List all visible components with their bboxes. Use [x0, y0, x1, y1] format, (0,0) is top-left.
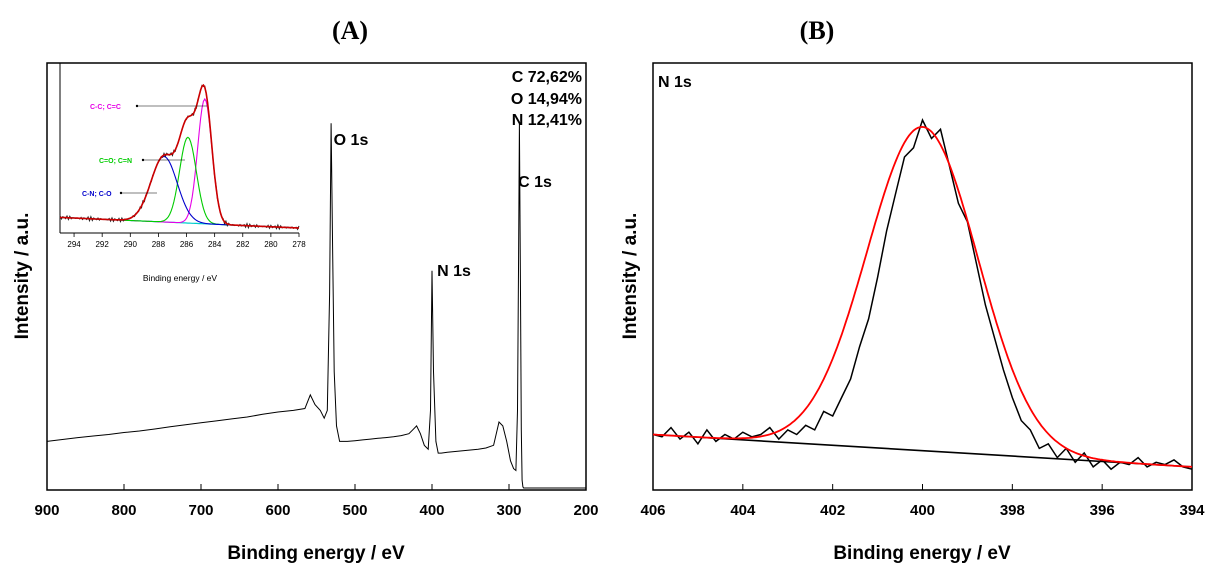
- panel-a-title: (A): [332, 16, 368, 45]
- panel-a-tick-label: 300: [496, 502, 521, 519]
- n1s-baseline: [652, 433, 1193, 468]
- inset-tick-label: 286: [180, 240, 194, 249]
- panel-b-tick-label: 404: [730, 502, 756, 519]
- component-label-co: C=O; C=N: [99, 158, 132, 165]
- panel-b-tick-label: 396: [1090, 502, 1115, 519]
- composition-c: C 72,62%: [512, 69, 582, 86]
- panel-a-tick-label: 700: [188, 502, 213, 519]
- inset-xlabel: Binding energy / eV: [143, 273, 218, 283]
- panel-a-x-ticks: 900 800 700 600 500 400 300 200: [34, 484, 599, 519]
- inset-curves: [59, 83, 300, 231]
- panel-b-tick-label: 394: [1179, 502, 1205, 519]
- peak-label-o1s: O 1s: [334, 132, 369, 149]
- component-label-cn: C-N; C-O: [82, 191, 112, 198]
- n1s-raw-spectrum: [652, 117, 1193, 471]
- peak-label-c1s: C 1s: [518, 174, 552, 191]
- component-label-cc: C-C; C=C: [90, 104, 121, 111]
- panel-b-ylabel: Intensity / a.u.: [620, 213, 641, 340]
- inset-envelope-fit: [59, 83, 300, 229]
- peak-label-n1s: N 1s: [437, 263, 471, 280]
- composition-o: O 14,94%: [511, 91, 582, 108]
- panel-b-x-ticks: 406 404 402 400 398 396 394: [640, 484, 1205, 519]
- panel-b-series: [652, 117, 1193, 471]
- panel-a-tick-label: 400: [419, 502, 444, 519]
- panel-a-series: [46, 123, 586, 489]
- panel-b-tick-label: 398: [1000, 502, 1025, 519]
- panel-a-tick-label: 600: [265, 502, 290, 519]
- panel-a-tick-label: 200: [573, 502, 598, 519]
- panel-a-tick-label: 800: [111, 502, 136, 519]
- panel-b-tick-label: 400: [910, 502, 935, 519]
- n1s-fit-envelope: [652, 125, 1193, 468]
- inset-tick-label: 288: [152, 240, 166, 249]
- panel-a-tick-label: 500: [342, 502, 367, 519]
- panel-b-tick-label: 406: [640, 502, 665, 519]
- panel-b-title: (B): [800, 16, 835, 45]
- inset-tick-label: 280: [264, 240, 278, 249]
- panel-a-ylabel: Intensity / a.u.: [12, 213, 33, 340]
- c1s-inset: 294 292 290 288 286 284 282 280 278 Binding ener…: [59, 63, 306, 283]
- inset-tick-label: 292: [95, 240, 109, 249]
- component-arrowhead-cn: [119, 191, 123, 195]
- inset-component-curve: [59, 136, 300, 229]
- component-arrowhead-cc: [135, 104, 139, 108]
- survey-spectrum-line: [46, 123, 586, 489]
- inset-x-ticks: 294 292 290 288 286 284 282 280 278: [67, 233, 306, 249]
- component-arrowhead-co: [141, 158, 145, 162]
- panel-a-plot-area: [46, 62, 587, 491]
- inset-tick-label: 294: [67, 240, 81, 249]
- inset-tick-label: 290: [124, 240, 138, 249]
- inset-tick-label: 278: [292, 240, 306, 249]
- inset-tick-label: 282: [236, 240, 250, 249]
- panel-a-tick-label: 900: [34, 502, 59, 519]
- inset-component-curve: [59, 97, 300, 229]
- composition-n: N 12,41%: [512, 112, 582, 129]
- panel-a-xlabel: Binding energy / eV: [227, 543, 405, 564]
- inset-component-label-cn: C-N; C-O: [82, 191, 157, 198]
- inset-tick-label: 284: [208, 240, 222, 249]
- panel-b-tick-label: 402: [820, 502, 845, 519]
- inset-component-label-co: C=O; C=N: [99, 158, 185, 165]
- panel-b-xlabel: Binding energy / eV: [833, 543, 1011, 564]
- panel-b-core-level: N 1s: [658, 74, 692, 91]
- inset-component-label-cc: C-C; C=C: [90, 104, 207, 111]
